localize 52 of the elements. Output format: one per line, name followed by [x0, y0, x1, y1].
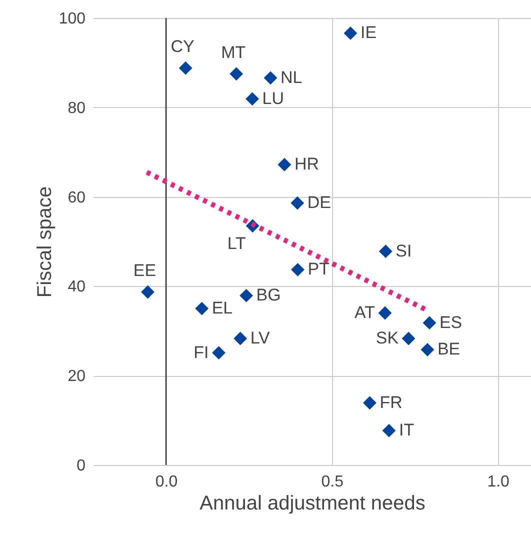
point [291, 262, 304, 276]
point [378, 306, 392, 320]
point [402, 332, 416, 346]
y-axis-title: Fiscal space [34, 186, 56, 298]
point [141, 285, 154, 299]
point [234, 332, 248, 346]
annotation: LV [250, 328, 271, 348]
point [363, 396, 376, 410]
annotation: CY [170, 37, 194, 56]
annotation: BE [437, 340, 460, 359]
point [422, 316, 436, 330]
annotation: DE [307, 193, 332, 212]
point [278, 158, 292, 172]
point [178, 61, 192, 75]
point [212, 346, 226, 360]
point [344, 26, 358, 40]
annotation: IT [398, 420, 414, 440]
annotation: ES [439, 312, 462, 332]
point [420, 342, 434, 356]
annotation: PT [308, 260, 330, 279]
y-tick-label: 100 [58, 10, 86, 28]
annotation: FI [194, 342, 209, 362]
annotation: EL [212, 298, 233, 318]
point [246, 92, 259, 106]
y-tick-label: 20 [68, 368, 86, 386]
x-tick-label: 0.5 [321, 474, 344, 490]
x-tick-label: 0.0 [155, 474, 178, 490]
point [264, 71, 278, 85]
x-tick-label: 1.0 [487, 474, 510, 490]
annotation: SK [376, 328, 400, 348]
annotation: LT [227, 234, 246, 253]
point [195, 302, 209, 316]
point [290, 196, 304, 210]
annotation: FR [380, 392, 402, 412]
point [240, 288, 254, 302]
point [230, 67, 244, 81]
annotation: MT [221, 42, 246, 62]
x-axis-title: Annual adjustment needs [200, 492, 426, 514]
y-tick-label: 0 [76, 458, 86, 474]
annotation: EE [133, 261, 156, 280]
point [382, 424, 396, 438]
annotation: AT [354, 303, 375, 322]
annotation: HR [294, 154, 320, 174]
y-tick-label: 80 [68, 100, 86, 117]
annotation: LU [262, 88, 284, 108]
annotation: SI [396, 241, 412, 260]
annotation: NL [280, 68, 302, 87]
annotation: IE [360, 23, 377, 42]
point [378, 244, 392, 258]
y-tick-label: 40 [68, 278, 86, 296]
annotation: BG [256, 286, 281, 305]
y-tick-label: 60 [68, 189, 86, 206]
